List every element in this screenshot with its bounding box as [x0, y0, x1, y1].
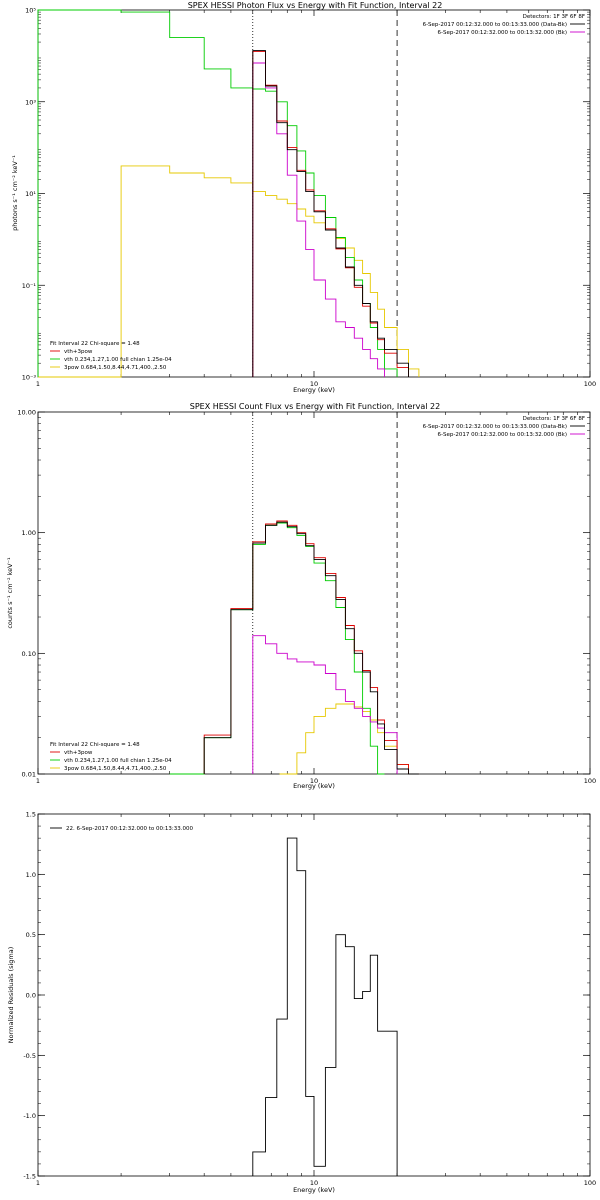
photon-flux-x-tick-label: 10	[310, 380, 318, 388]
count-flux-legend-3pow-label: 3pow 0.684,1.50,8.44,4.71,400.,2.50	[64, 766, 167, 772]
count-flux-title: SPEX HESSI Count Flux vs Energy with Fit…	[190, 402, 441, 411]
residuals-x-tick-label: 1	[36, 1179, 40, 1187]
photon-flux-x-axis-label: Energy (keV)	[293, 386, 335, 394]
residuals-y-tick-label: -0.5	[23, 1052, 36, 1060]
count-flux-legend-data-label: 6-Sep-2017 00:12:32.000 to 00:13:33.000 …	[423, 424, 567, 430]
count-flux-x-tick-label: 1	[36, 777, 40, 785]
count-flux-y-tick-label: 1.00	[22, 529, 36, 537]
count-flux-legend-fit: Fit Interval 22 Chi-square = 1.48 vth+3p…	[50, 742, 172, 772]
residuals-x-tick-label: 10	[310, 1179, 318, 1187]
count-flux-y-tick-label: 0.01	[22, 771, 36, 779]
count-flux-y-tick-label: 0.10	[22, 650, 36, 658]
count-flux-panel: SPEX HESSI Count Flux vs Energy with Fit…	[6, 402, 596, 790]
photon-flux-y-tick-label: 10¹	[25, 190, 36, 198]
photon-flux-detectors-label: Detectors: 1F 3F 6F 8F	[523, 14, 585, 20]
photon-flux-y-tick-label: 10⁵	[25, 7, 36, 15]
count-flux-legend-top: 6-Sep-2017 00:12:32.000 to 00:13:33.000 …	[423, 424, 585, 438]
photon-flux-legend-vth3pow-label: vth+3pow	[64, 349, 93, 355]
count-flux-y-axis-label: counts s⁻¹ cm⁻² keV⁻¹	[6, 557, 14, 629]
count-flux-detectors-label: Detectors: 1F 3F 6F 8F	[523, 416, 585, 422]
count-flux-series-vth-3pow	[203, 520, 419, 775]
count-flux-fit-header: Fit Interval 22 Chi-square = 1.48	[50, 742, 140, 748]
photon-flux-legend-data-label: 6-Sep-2017 00:12:32.000 to 00:13:33.000 …	[423, 22, 567, 28]
residuals-legend: 22. 6-Sep-2017 00:12:32.000 to 00:13:33.…	[50, 826, 193, 832]
residuals-x-axis-label: Energy (keV)	[293, 1186, 335, 1194]
photon-flux-series-3pow	[38, 165, 420, 378]
count-flux-legend-vth3pow-label: vth+3pow	[64, 750, 93, 756]
residuals-y-tick-label: 0.0	[26, 992, 36, 1000]
photon-flux-legend-vth-label: vth 0.234,1.27,1.00 full chian 1.25e-04	[64, 357, 172, 363]
count-flux-y-tick-label: 10.00	[17, 409, 36, 417]
residuals-x-tick-label: 100	[584, 1179, 596, 1187]
residuals-panel: 1 10 100 -1.5 -1.0 -0.5 0.0 0.5 1.0 1.5 Energy (k…	[7, 811, 596, 1195]
residuals-legend-label: 22. 6-Sep-2017 00:12:32.000 to 00:13:33.…	[66, 826, 193, 832]
photon-flux-y-tick-label: 10³	[25, 98, 36, 106]
residuals-y-tick-label: -1.0	[23, 1112, 36, 1120]
residuals-y-tick-label: 0.5	[26, 931, 36, 939]
photon-flux-title: SPEX HESSI Photon Flux vs Energy with Fi…	[188, 1, 443, 10]
photon-flux-legend-top: 6-Sep-2017 00:12:32.000 to 00:13:33.000 …	[423, 22, 585, 36]
photon-flux-panel: SPEX HESSI Photon Flux vs Energy with Fi…	[11, 1, 596, 394]
photon-flux-x-tick-label: 100	[584, 380, 596, 388]
count-flux-x-tick-label: 100	[584, 777, 596, 785]
count-flux-x-tick-label: 10	[310, 777, 318, 785]
photon-flux-y-tick-label: 10⁻³	[22, 374, 37, 382]
photon-flux-series-vth-3pow	[252, 50, 409, 377]
count-flux-legend-vth-label: vth 0.234,1.27,1.00 full chian 1.25e-04	[64, 758, 172, 764]
count-flux-series-background	[252, 635, 398, 774]
count-flux-series-3pow	[279, 703, 419, 775]
photon-flux-legend-bk-label: 6-Sep-2017 00:12:32.000 to 00:13:32.000 …	[438, 30, 568, 36]
photon-flux-y-axis-label: photons s⁻¹ cm⁻² keV⁻¹	[11, 155, 19, 231]
count-flux-legend-bk-label: 6-Sep-2017 00:12:32.000 to 00:13:32.000 …	[438, 432, 568, 438]
photon-flux-legend-3pow-label: 3pow 0.684,1.50,8.44,4.71,400.,2.50	[64, 365, 167, 371]
photon-flux-fit-header: Fit Interval 22 Chi-square = 1.48	[50, 341, 140, 347]
residuals-y-tick-label: 1.0	[26, 871, 36, 879]
residuals-y-axis-label: Normalized Residuals (sigma)	[7, 947, 15, 1044]
residuals-y-tick-label: 1.5	[26, 811, 36, 819]
photon-flux-x-tick-label: 1	[36, 380, 40, 388]
photon-flux-y-tick-label: 10⁻¹	[22, 282, 37, 290]
count-flux-series-data	[203, 521, 419, 775]
residuals-series-22	[252, 837, 398, 1176]
photon-flux-series-background	[252, 62, 385, 377]
residuals-y-tick-label: -1.5	[23, 1173, 36, 1181]
photon-flux-series-data	[252, 50, 409, 377]
photon-flux-legend-fit: Fit Interval 22 Chi-square = 1.48 vth+3p…	[50, 341, 172, 371]
count-flux-x-axis-label: Energy (keV)	[293, 782, 335, 790]
